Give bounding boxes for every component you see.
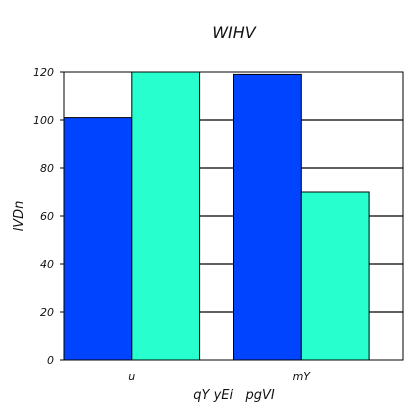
bar (131, 71, 201, 361)
y-tick-label: 60 (40, 210, 54, 223)
x-axis-ticks: u mY (128, 370, 311, 383)
bars (63, 71, 370, 361)
bar (300, 191, 370, 361)
y-tick-label: 100 (33, 114, 54, 127)
x-tick-label: u (128, 370, 135, 383)
x-axis-label: qY yEi pgVI (193, 388, 275, 403)
y-axis-label: lVDn (12, 201, 27, 232)
y-axis-ticks: 0 20 40 60 80 100 120 (33, 66, 64, 367)
y-tick-label: 120 (33, 66, 54, 79)
y-tick-label: 40 (40, 258, 54, 271)
chart-title: WIHV (212, 23, 257, 42)
bar (63, 117, 133, 361)
bar (233, 73, 302, 361)
x-tick-label: mY (293, 370, 312, 383)
y-tick-label: 20 (40, 306, 54, 319)
y-tick-label: 0 (47, 354, 54, 367)
y-tick-label: 80 (40, 162, 54, 175)
